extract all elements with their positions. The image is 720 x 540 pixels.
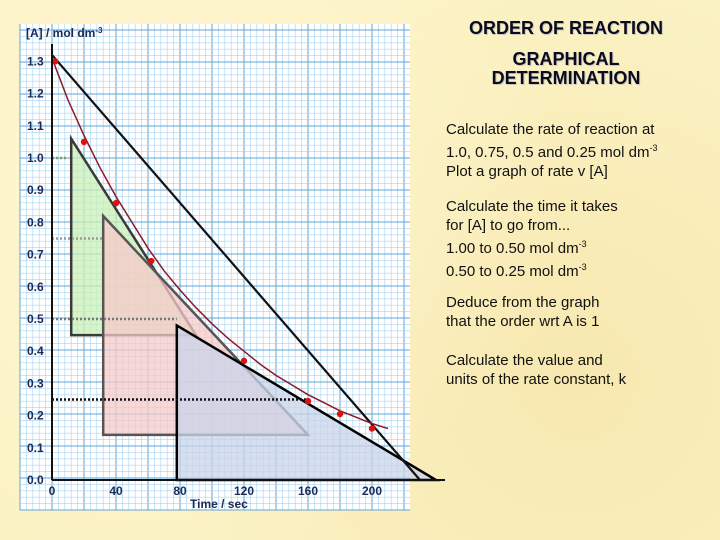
y-tick-label: 0.4: [27, 344, 44, 358]
y-axis-label-superscript: -3: [95, 26, 103, 35]
y-tick-label: 1.2: [27, 87, 44, 101]
instruction-line: that the order wrt A is 1: [446, 313, 600, 330]
instruction-line: 0.50 to 0.25 mol dm-3: [446, 262, 587, 280]
y-tick-label: 0.8: [27, 215, 44, 229]
instruction-constant: Calculate the value and units of the rat…: [446, 351, 626, 389]
instruction-line: units of the rate constant, k: [446, 371, 627, 388]
instruction-line: Plot a graph of rate v [A]: [446, 163, 608, 180]
data-point-7: [368, 425, 376, 432]
initial-tangent-line: [51, 54, 421, 481]
y-axis-label: [A] / mol dm-3: [26, 26, 103, 41]
y-tick-label: 0.9: [27, 183, 44, 197]
data-point-3: [148, 257, 155, 265]
instruction-line: Calculate the rate of reaction at: [446, 121, 655, 138]
y-tick-label: 0.5: [27, 312, 44, 326]
x-tick-label: 80: [173, 484, 187, 498]
tangent-triangles: [51, 54, 441, 482]
instruction-time: Calculate the time it takes for [A] to g…: [446, 197, 618, 281]
subtitle-line-2: DETERMINATION: [491, 68, 641, 88]
data-point-4: [240, 357, 248, 365]
chart-axes: [51, 44, 445, 481]
y-tick-label: 0.1: [27, 441, 44, 455]
decay-curve: [51, 57, 389, 430]
superscript: -3: [649, 143, 658, 153]
x-tick-label: 160: [298, 484, 318, 498]
data-point-0: [52, 58, 59, 65]
y-tick-label: 0.6: [27, 280, 44, 294]
instruction-line: Deduce from the graph: [446, 294, 600, 311]
slide-title: ORDER OF REACTION: [468, 18, 663, 38]
data-point-5: [304, 397, 312, 405]
slide-subtitle: GRAPHICAL DETERMINATION: [440, 50, 692, 88]
x-tick-label: 0: [49, 484, 56, 498]
instruction-line: for [A] to go from...: [446, 217, 571, 234]
chart-tick-labels: 0.0 0.1 0.2 0.3 0.4 0.5 0.6 0.7 0.8 0.9 1.0 1.1 1.2 1…: [27, 54, 382, 498]
instruction-order: Deduce from the graph that the order wrt…: [446, 293, 599, 331]
x-tick-label: 40: [109, 484, 123, 498]
superscript: -3: [578, 239, 587, 249]
x-axis-label: Time / sec: [190, 497, 248, 511]
x-tick-label: 120: [234, 484, 254, 498]
instruction-rate: Calculate the rate of reaction at 1.0, 0…: [446, 120, 657, 181]
y-tick-label: 0.0: [27, 473, 44, 487]
instruction-line: Calculate the time it takes: [446, 198, 618, 215]
y-tick-label: 0.2: [27, 409, 44, 423]
data-point-2: [112, 199, 120, 207]
instruction-line: Calculate the value and: [446, 352, 603, 369]
y-tick-label: 1.1: [27, 119, 44, 133]
instruction-line: 1.0, 0.75, 0.5 and 0.25 mol dm-3: [446, 143, 658, 161]
x-tick-label: 200: [362, 484, 382, 498]
y-tick-label: 1.3: [27, 54, 44, 68]
subtitle-line-1: GRAPHICAL: [512, 49, 620, 69]
data-point-1: [80, 138, 88, 146]
y-tick-label: 0.7: [27, 248, 44, 262]
y-tick-label: 1.0: [27, 151, 44, 165]
y-tick-label: 0.3: [27, 376, 44, 390]
instruction-line: 1.00 to 0.50 mol dm-3: [446, 239, 587, 257]
data-point-6: [336, 410, 344, 418]
superscript: -3: [578, 262, 587, 272]
